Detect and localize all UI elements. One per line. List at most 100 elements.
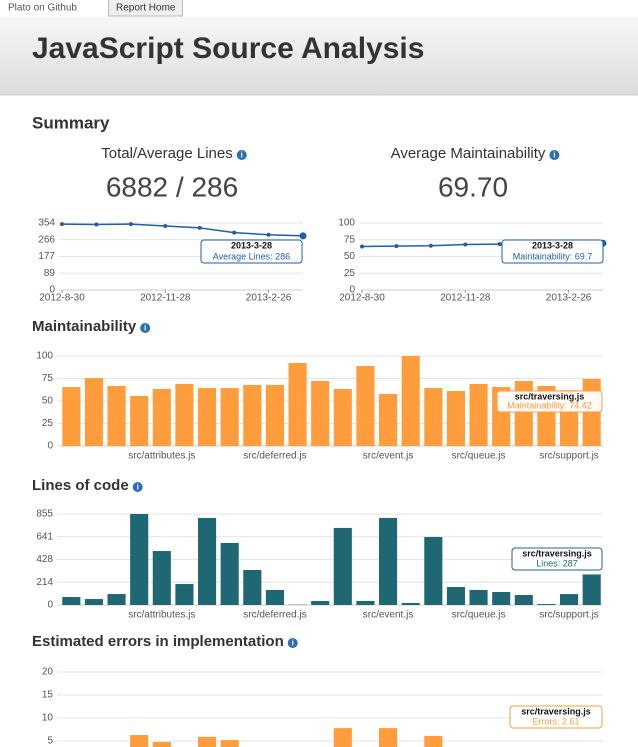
y-tick-label: 641 (36, 531, 53, 542)
bar[interactable] (333, 389, 352, 446)
bar[interactable] (130, 735, 149, 747)
y-tick-label: 5 (47, 736, 53, 747)
x-tick-label: src/queue.js (452, 610, 506, 621)
bar[interactable] (379, 517, 398, 605)
tooltip-text: Errors: 2.61 (532, 716, 579, 726)
bar[interactable] (152, 389, 171, 446)
bar[interactable] (198, 388, 217, 446)
bar[interactable] (469, 589, 488, 605)
bar[interactable] (356, 365, 375, 446)
y-tick-label: 855 (36, 509, 53, 520)
info-icon-glyph: i (137, 483, 139, 492)
point (197, 225, 202, 230)
bar[interactable] (582, 574, 601, 605)
y-tick-label: 89 (44, 268, 56, 279)
bar[interactable] (62, 597, 81, 605)
y-tick-label: 0 (47, 600, 53, 611)
tooltip-box (501, 239, 604, 264)
headline-value: 6882 / 286 (106, 171, 238, 202)
bar[interactable] (107, 594, 126, 605)
info-icon[interactable] (549, 150, 560, 160)
bar[interactable] (220, 388, 239, 446)
x-tick-label: 2012-11-28 (140, 293, 191, 304)
x-tick-label: src/attributes.js (128, 451, 195, 462)
tooltip-title: src/traversing.js (515, 391, 585, 401)
bar[interactable] (130, 514, 149, 605)
bar[interactable] (469, 383, 488, 446)
bar[interactable] (62, 387, 81, 446)
bar[interactable] (379, 728, 398, 747)
bar[interactable] (537, 604, 556, 605)
tooltip-title: 2013-3-28 (532, 240, 573, 250)
y-tick-label: 266 (38, 234, 55, 245)
bar[interactable] (288, 363, 307, 446)
bar[interactable] (424, 536, 443, 605)
y-tick-label: 50 (42, 396, 54, 407)
tooltip-text: Average Lines: 286 (213, 251, 290, 261)
y-tick-label: 0 (349, 285, 355, 296)
bar[interactable] (107, 385, 126, 446)
bar[interactable] (152, 741, 171, 747)
info-icon-glyph: i (292, 639, 294, 648)
bar[interactable] (130, 395, 149, 446)
bar[interactable] (401, 602, 420, 605)
tooltip-box (511, 547, 603, 571)
bar[interactable] (265, 384, 284, 446)
x-tick-label: 2013-2-26 (546, 293, 592, 304)
y-tick-label: 214 (36, 577, 53, 588)
info-icon[interactable] (140, 323, 151, 333)
bar[interactable] (560, 594, 579, 605)
tooltip-box (200, 239, 303, 264)
bar[interactable] (311, 600, 330, 605)
x-tick-label: 2012-8-30 (339, 293, 385, 304)
bar[interactable] (198, 736, 217, 747)
bar[interactable] (333, 527, 352, 605)
nav-link[interactable]: Report Home (116, 3, 176, 14)
bar[interactable] (152, 551, 171, 605)
tooltip-text: Maintainability: 74.42 (507, 400, 592, 410)
point (394, 244, 399, 249)
bar[interactable] (514, 594, 533, 605)
bar[interactable] (356, 600, 375, 605)
point (128, 222, 133, 227)
info-icon[interactable] (132, 482, 143, 492)
y-tick-label: 75 (344, 234, 356, 245)
info-icon-glyph: i (241, 151, 243, 160)
x-tick-label: src/deferred.js (243, 610, 306, 621)
bar[interactable] (220, 740, 239, 747)
chart-title: Maintainability (32, 318, 137, 335)
bar[interactable] (424, 735, 443, 747)
bar[interactable] (582, 379, 601, 446)
bar[interactable] (446, 391, 465, 446)
bar[interactable] (175, 584, 194, 605)
bar[interactable] (265, 589, 284, 605)
y-tick-label: 0 (49, 285, 55, 296)
tooltip-text: Lines: 287 (536, 558, 578, 568)
bar[interactable] (243, 384, 262, 446)
tooltip-title: src/traversing.js (521, 706, 591, 716)
bar[interactable] (401, 356, 420, 446)
point (60, 222, 64, 227)
bar[interactable] (243, 569, 262, 605)
info-icon[interactable] (236, 150, 247, 160)
bar[interactable] (198, 517, 217, 605)
nav-tab[interactable] (108, 0, 183, 17)
point (163, 224, 168, 229)
bar[interactable] (84, 378, 103, 446)
bar[interactable] (311, 381, 330, 446)
bar[interactable] (492, 592, 511, 605)
bar[interactable] (446, 587, 465, 605)
y-tick-label: 50 (344, 251, 356, 262)
bar[interactable] (84, 599, 103, 605)
info-icon[interactable] (287, 638, 298, 648)
tooltip-title: src/traversing.js (522, 548, 592, 558)
y-tick-label: 10 (42, 713, 54, 724)
bar[interactable] (333, 728, 352, 747)
point (232, 230, 237, 235)
bar[interactable] (220, 542, 239, 605)
point (299, 232, 307, 240)
bar[interactable] (379, 393, 398, 446)
bar[interactable] (424, 388, 443, 446)
nav-link[interactable]: Plato on Github (8, 3, 77, 14)
bar[interactable] (175, 383, 194, 446)
